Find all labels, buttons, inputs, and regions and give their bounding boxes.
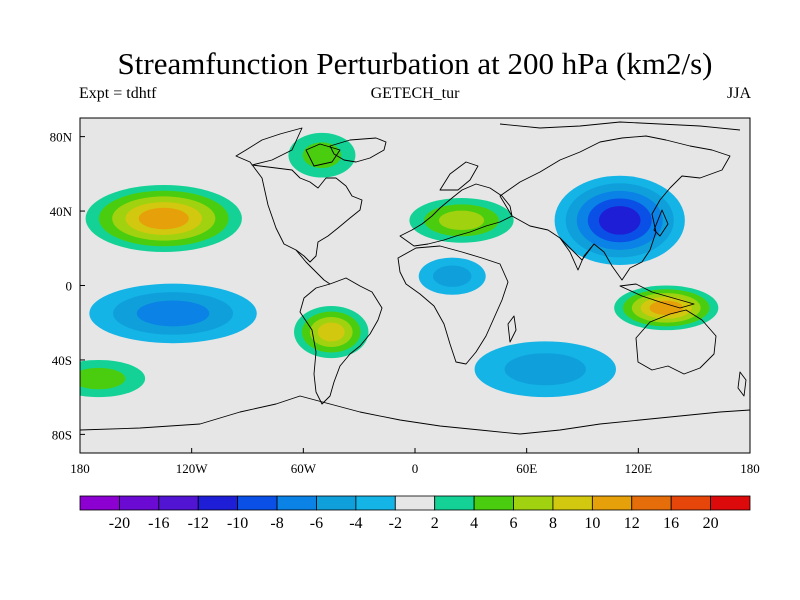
y-tick-label: 40S <box>52 353 72 368</box>
colorbar-label: 12 <box>624 515 640 532</box>
mediterranean-positive-cell-level <box>438 210 485 231</box>
colorbar-swatch <box>237 495 278 511</box>
coastline-antarctica <box>80 395 750 435</box>
colorbar-label: -6 <box>310 515 323 532</box>
colorbar-label: 8 <box>549 515 557 532</box>
indian-ocean-negative-cell <box>474 341 616 398</box>
colorbar-label: -20 <box>109 515 130 532</box>
colorbar-swatch <box>513 495 554 511</box>
coastline-japan <box>653 209 669 237</box>
south-pacific-negative-cell-level <box>136 300 210 327</box>
colorbar-label: -2 <box>389 515 402 532</box>
coastline-india <box>559 237 595 271</box>
y-tick-label: 80N <box>50 130 73 145</box>
south-pacific-positive-band <box>80 359 146 398</box>
greenland-positive-cell <box>288 132 356 178</box>
coastline-europe <box>399 183 513 247</box>
x-tick-label: 60W <box>291 461 317 476</box>
indian-ocean-negative-cell-level <box>504 353 586 386</box>
coastline-scandinavia <box>439 161 479 191</box>
x-tick-label: 120W <box>176 461 209 476</box>
longitude-axis: 180 120W 60W 0 60E 120E 180 <box>70 448 760 476</box>
australia-positive-cell-level <box>649 300 683 315</box>
colorbar-swatch <box>631 495 672 511</box>
africa-negative-cell <box>418 257 486 295</box>
dataset-label: GETECH_tur <box>370 85 460 102</box>
coastline-africa <box>397 245 509 365</box>
colorbar-swatch <box>79 495 120 511</box>
colorbar-label: -10 <box>227 515 248 532</box>
coastline-arctic-islands <box>305 143 341 167</box>
latitude-axis: 80N 40N 0 40S 80S <box>50 130 85 442</box>
coastline-new-zealand <box>737 371 747 397</box>
colorbar-swatch <box>670 495 711 511</box>
colorbar-label: 6 <box>510 515 518 532</box>
colorbar-swatch <box>316 495 357 511</box>
x-tick-label: 0 <box>412 461 419 476</box>
australia-positive-cell <box>614 285 719 331</box>
south-america-positive-cell-level <box>317 322 345 342</box>
coastline-central-america <box>295 249 331 285</box>
season-label: JJA <box>726 85 751 102</box>
colorbar-label: 4 <box>470 515 478 532</box>
colorbar-swatch <box>473 495 514 511</box>
coastlines <box>80 121 750 435</box>
mediterranean-positive-cell <box>409 198 514 243</box>
south-america-positive-cell <box>294 305 369 359</box>
north-pacific-positive-cell <box>85 185 242 252</box>
south-pacific-positive-band-level <box>80 367 126 390</box>
y-tick-label: 80S <box>52 427 72 442</box>
colorbar-swatch <box>276 495 317 511</box>
colorbar-label: -12 <box>188 515 209 532</box>
y-tick-label: 40N <box>50 204 73 219</box>
south-pacific-negative-cell <box>89 283 257 344</box>
coastline-greenland <box>329 137 387 163</box>
asian-negative-cell-level <box>598 206 641 235</box>
x-tick-label: 180 <box>740 461 760 476</box>
coastline-north-america <box>235 127 363 263</box>
asian-negative-cell <box>554 175 685 266</box>
coastline-siberia-coast <box>499 121 741 131</box>
y-tick-label: 0 <box>66 279 73 294</box>
coastline-asia <box>499 135 731 281</box>
colorbar-label: -8 <box>270 515 283 532</box>
colorbar-label: 10 <box>584 515 600 532</box>
colorbar-label: 2 <box>431 515 439 532</box>
colorbar-label: 20 <box>703 515 719 532</box>
experiment-label: Expt = tdhtf <box>79 85 157 102</box>
x-tick-label: 180 <box>70 461 90 476</box>
colorbar-swatch <box>119 495 160 511</box>
colorbar-swatch <box>710 495 751 511</box>
colorbar-swatch <box>394 495 436 511</box>
x-tick-label: 60E <box>516 461 537 476</box>
colorbar-swatch <box>552 495 593 511</box>
shaded-fields <box>80 132 719 398</box>
plot-title: Streamfunction Perturbation at 200 hPa (… <box>117 46 713 81</box>
colorbar-label: -4 <box>349 515 362 532</box>
north-pacific-positive-cell-level <box>138 207 189 230</box>
coastline-indonesia <box>619 283 695 309</box>
colorbar-swatch <box>591 495 633 511</box>
colorbar-label: 16 <box>663 515 679 532</box>
colorbar: -20 -16 -12 -10 -8 -6 -4 -2 2 4 6 8 10 12 16 20 <box>79 495 751 532</box>
x-tick-label: 120E <box>625 461 653 476</box>
colorbar-label: -16 <box>148 515 169 532</box>
coastline-madagascar <box>507 315 517 343</box>
coastline-south-america <box>299 277 383 405</box>
africa-negative-cell-level <box>432 265 472 287</box>
colorbar-swatch <box>158 495 199 511</box>
colorbar-swatch <box>434 495 475 511</box>
colorbar-swatch <box>355 495 396 511</box>
coastline-australia <box>635 309 717 375</box>
colorbar-swatch <box>197 495 239 511</box>
